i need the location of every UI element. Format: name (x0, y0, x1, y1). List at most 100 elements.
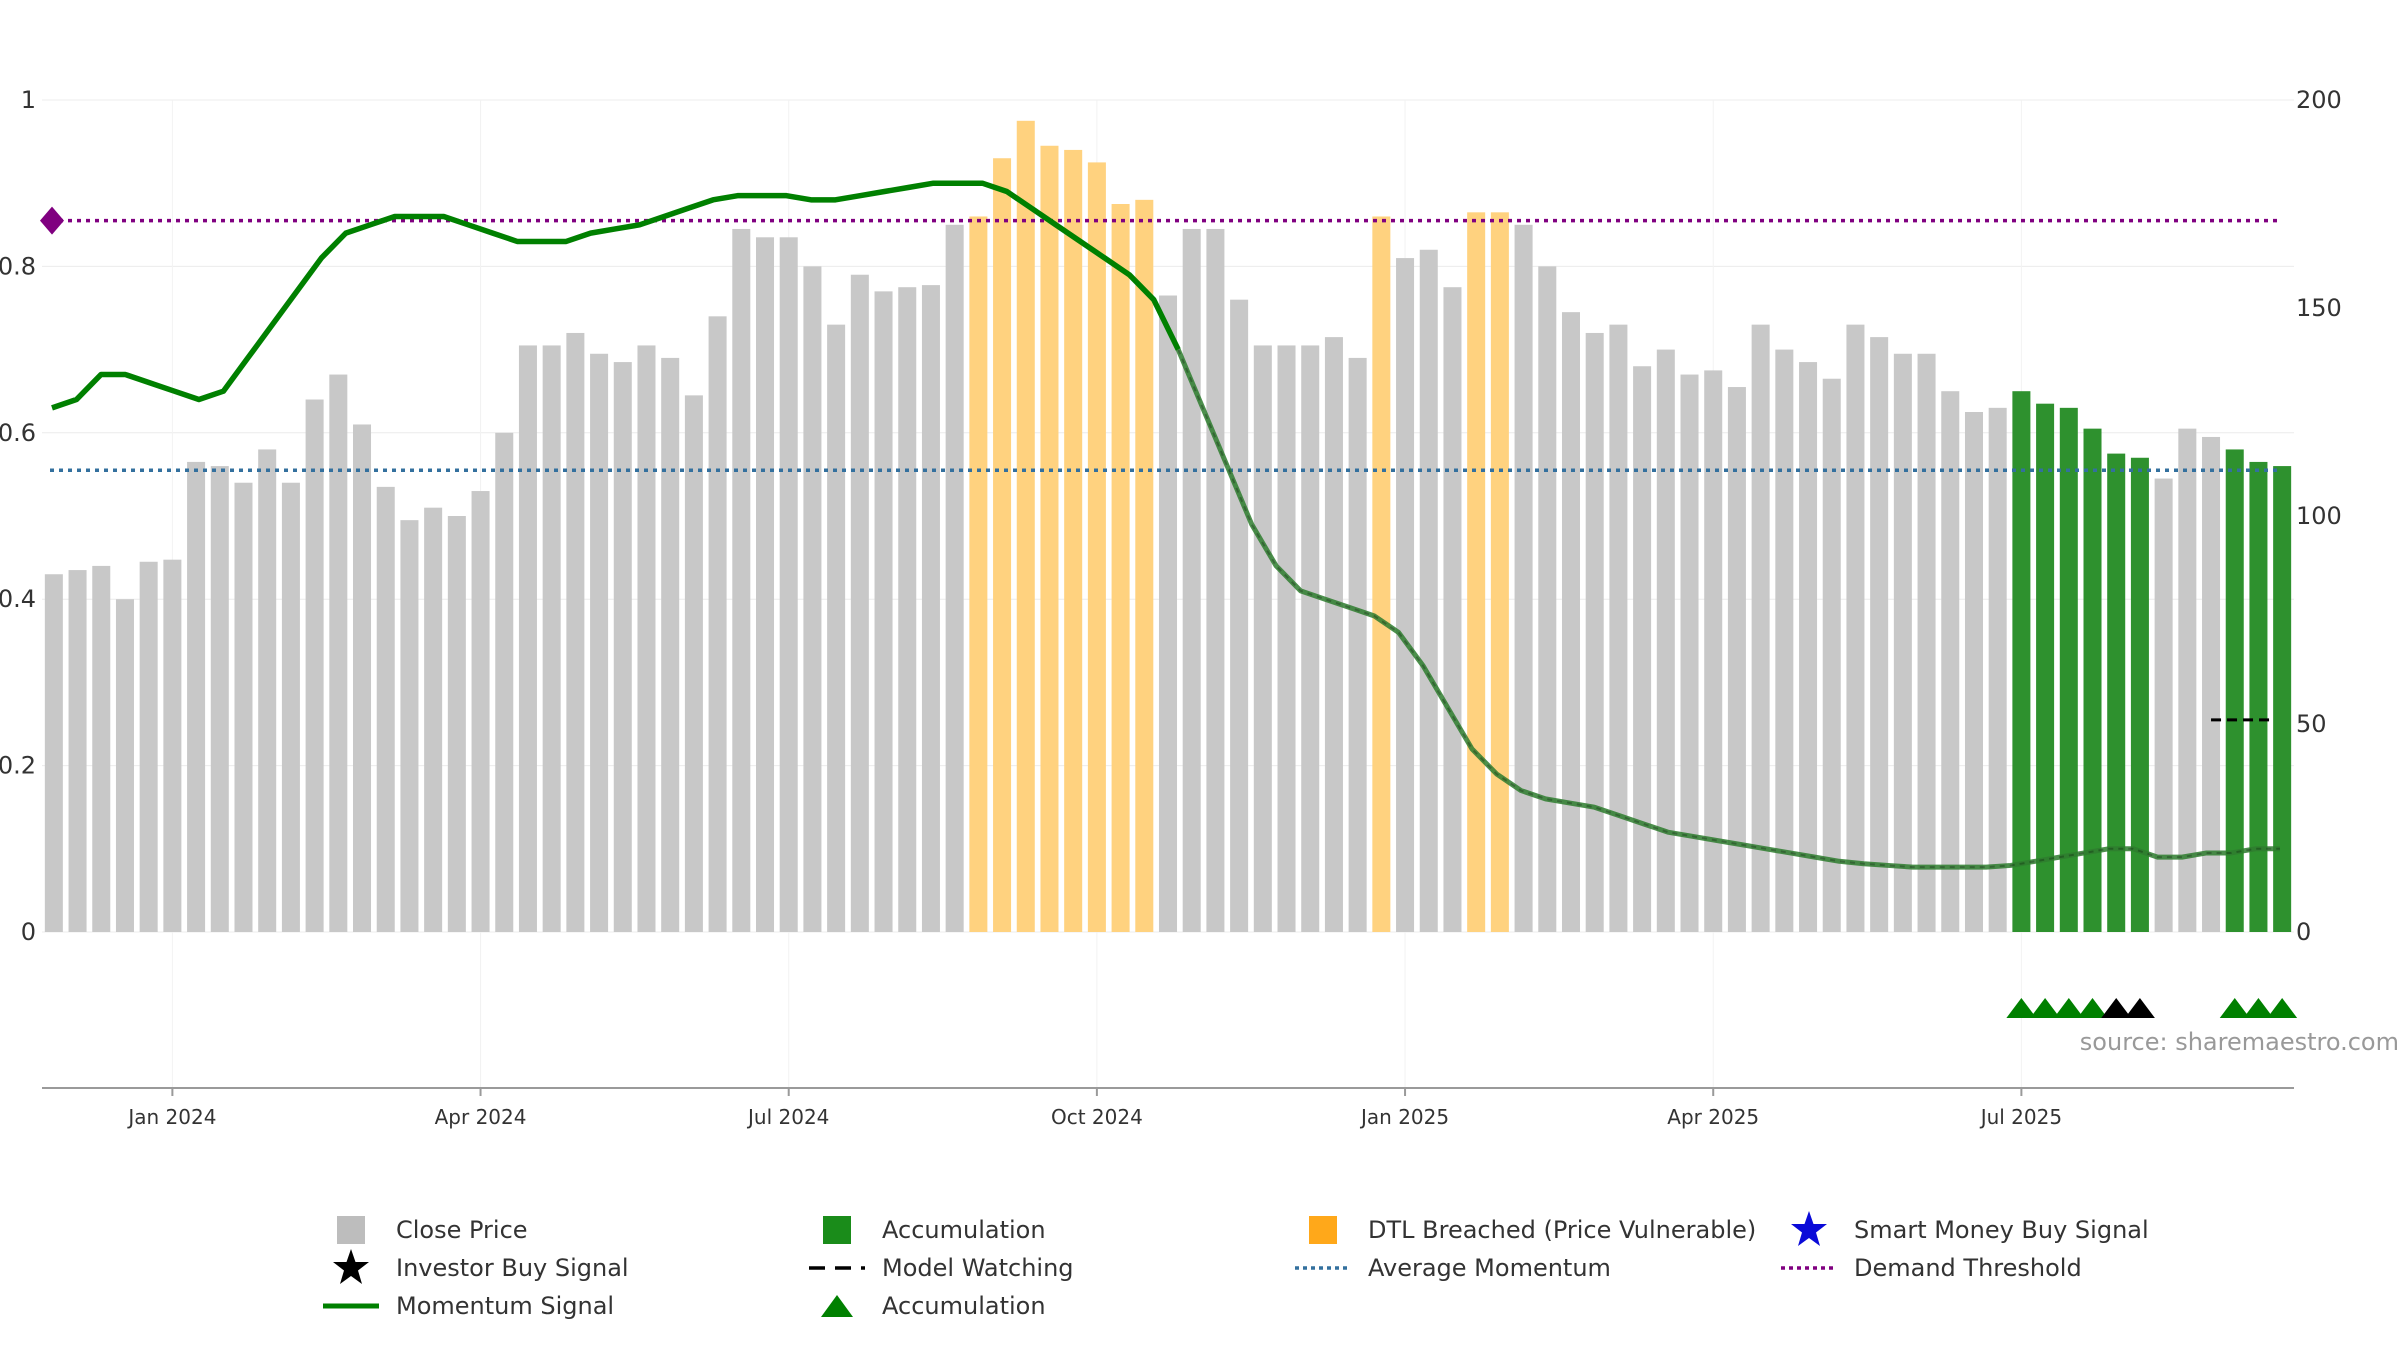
orange-square-icon (1292, 1212, 1354, 1248)
close-price-bar (945, 224, 964, 933)
close-price-bar (424, 507, 443, 932)
accumulation-bar (2130, 457, 2149, 932)
close-price-bar (921, 285, 940, 932)
dotted-line-icon (1778, 1250, 1840, 1286)
accumulation-bar (2059, 407, 2078, 933)
close-price-bar (779, 237, 798, 932)
accumulation-bar (2036, 403, 2055, 932)
momentum-signal-line-weak (1175, 348, 2280, 870)
close-price-bar (1230, 299, 1249, 932)
close-price-bar (1396, 258, 1415, 933)
close-price-bar (1751, 324, 1770, 932)
close-price-bar (92, 565, 111, 932)
close-price-bar (1538, 266, 1557, 932)
left-tick-label: 0.2 (0, 752, 36, 780)
axes: Jan 2024 Apr 2024 Jul 2024 Oct 2024 Jan 2025… (0, 86, 2342, 1129)
close-price-bar (874, 291, 893, 932)
legend-item-momentum-signal: Momentum Signal (320, 1288, 614, 1324)
close-price-bar (1870, 337, 1889, 932)
green-square-icon (806, 1212, 868, 1248)
close-price-bar (827, 324, 846, 932)
close-price-bar (1680, 374, 1699, 932)
investor-triangle-marker (2124, 998, 2155, 1018)
dtl-breached-bar (1064, 149, 1083, 933)
accumulation-bar (2273, 466, 2292, 932)
close-price-bar (637, 345, 656, 932)
right-tick-label: 100 (2296, 502, 2342, 530)
close-price-bar (1585, 332, 1604, 933)
close-price-bar (1727, 387, 1746, 932)
green-triangle-icon (806, 1288, 868, 1324)
close-price-bar (732, 228, 751, 932)
legend-label: Smart Money Buy Signal (1854, 1216, 2149, 1244)
close-price-bar (1988, 407, 2007, 933)
accumulation-triangle-marker (2006, 998, 2037, 1018)
dotted-line-icon (1292, 1250, 1354, 1286)
dtl-breached-bar (1111, 204, 1130, 932)
legend-label: Demand Threshold (1854, 1254, 2082, 1282)
legend-item-accumulation-bar: Accumulation (806, 1212, 1046, 1248)
blue-star-icon (1778, 1211, 1840, 1248)
close-price-bar (613, 362, 632, 933)
close-price-bar (115, 599, 134, 932)
close-price-bar (1443, 287, 1462, 932)
accumulation-bar (2249, 461, 2268, 932)
legend-item-dtl-breached: DTL Breached (Price Vulnerable) (1292, 1212, 1756, 1248)
left-tick-label: 0.4 (0, 585, 36, 613)
black-star-icon (320, 1249, 382, 1286)
close-price-bar (1846, 324, 1865, 932)
accumulation-triangle-marker (2219, 998, 2250, 1018)
legend-item-model-watching: Model Watching (806, 1250, 1074, 1286)
x-tick-label: Jul 2025 (1979, 1105, 2062, 1129)
legend-label: Investor Buy Signal (396, 1254, 629, 1282)
close-price-bar (661, 357, 680, 932)
accumulation-bar (2107, 453, 2126, 932)
close-price-bar (353, 424, 372, 932)
close-price-bar (898, 287, 917, 932)
accumulation-bar (2225, 449, 2244, 932)
left-tick-label: 0.8 (0, 252, 36, 280)
close-price-bar (305, 399, 324, 932)
x-tick-label: Jan 2024 (126, 1105, 216, 1129)
legend-item-average-momentum: Average Momentum (1292, 1250, 1611, 1286)
dashed-line-icon (806, 1250, 868, 1286)
close-price-bar (1941, 391, 1960, 932)
x-tick-label: Apr 2025 (1667, 1105, 1759, 1129)
dtl-breached-bar (1467, 212, 1486, 932)
legend-item-demand-threshold: Demand Threshold (1778, 1250, 2082, 1286)
legend-label: Momentum Signal (396, 1292, 615, 1320)
dtl-breached-bar (993, 158, 1012, 933)
close-price-bar (1633, 366, 1652, 932)
x-tick-label: Jul 2024 (746, 1105, 829, 1129)
close-price-bar (1348, 357, 1367, 932)
close-price-bar (2202, 436, 2221, 932)
legend-item-smart-money: Smart Money Buy Signal (1778, 1211, 2149, 1248)
close-price-bar (1324, 337, 1343, 932)
legend-label: Accumulation (882, 1292, 1046, 1320)
close-price-bar (44, 574, 63, 932)
close-price-bar (163, 559, 182, 932)
close-price-bar (68, 570, 87, 932)
bars (44, 120, 2292, 933)
close-price-bar (590, 353, 609, 932)
close-price-bar (1656, 349, 1675, 933)
close-price-bar (1775, 349, 1794, 933)
close-price-bar (850, 274, 869, 933)
close-price-bar (1704, 370, 1723, 932)
dtl-breached-bar (1490, 212, 1509, 932)
close-price-bar (1182, 228, 1201, 932)
close-price-bar (566, 332, 585, 933)
close-price-bar (210, 466, 229, 932)
dtl-breached-bar (1087, 162, 1106, 932)
accumulation-triangle-marker (2053, 998, 2084, 1018)
close-price-bar (1609, 324, 1628, 932)
close-price-bar (329, 374, 348, 932)
dtl-breached-bar (1040, 145, 1059, 932)
close-price-bar (1277, 345, 1296, 932)
accumulation-bar (2012, 391, 2031, 932)
dtl-breached-bar (1135, 199, 1154, 933)
close-price-bar (518, 345, 537, 932)
legend-label: Accumulation (882, 1216, 1046, 1244)
close-price-bar (139, 561, 158, 932)
